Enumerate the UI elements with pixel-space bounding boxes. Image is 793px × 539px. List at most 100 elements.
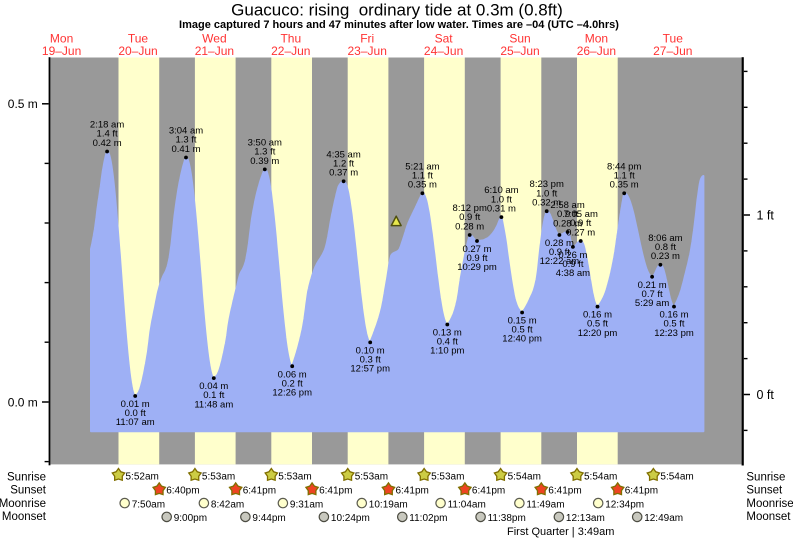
svg-text:Sunrise: Sunrise [746, 472, 785, 484]
svg-text:11:49am: 11:49am [526, 499, 564, 510]
svg-text:0.10 m: 0.10 m [356, 346, 385, 357]
svg-text:1 ft: 1 ft [757, 209, 775, 223]
svg-text:0.8 ft: 0.8 ft [655, 242, 676, 253]
svg-text:0.27 m: 0.27 m [462, 244, 491, 255]
svg-text:0.0 m: 0.0 m [8, 395, 38, 409]
svg-text:0.16 m: 0.16 m [659, 310, 688, 321]
svg-text:6:41pm: 6:41pm [625, 486, 658, 497]
svg-text:4:38 am: 4:38 am [556, 268, 590, 279]
svg-text:12:23 pm: 12:23 pm [654, 328, 694, 339]
svg-text:1.2 ft: 1.2 ft [333, 159, 354, 170]
svg-text:0.26 m: 0.26 m [558, 250, 587, 261]
svg-text:8:12 pm: 8:12 pm [453, 203, 487, 214]
svg-text:0.41 m: 0.41 m [171, 144, 200, 155]
svg-text:24–Jun: 24–Jun [424, 44, 463, 58]
svg-text:12:57 pm: 12:57 pm [350, 364, 390, 375]
svg-text:11:07 am: 11:07 am [116, 417, 155, 428]
svg-text:0.28 m: 0.28 m [553, 218, 582, 229]
svg-text:7:50am: 7:50am [132, 499, 165, 510]
svg-text:6:41pm: 6:41pm [548, 486, 581, 497]
svg-text:0.9 ft: 0.9 ft [570, 218, 591, 229]
svg-text:11:04am: 11:04am [448, 499, 486, 510]
svg-text:1.0 ft: 1.0 ft [536, 188, 557, 199]
svg-text:0.32 m: 0.32 m [532, 198, 561, 209]
svg-text:Sunset: Sunset [10, 485, 47, 497]
svg-text:0.15 m: 0.15 m [508, 316, 537, 327]
svg-text:12:22 am: 12:22 am [540, 256, 580, 267]
svg-text:5:53am: 5:53am [431, 471, 464, 482]
svg-text:0.4 ft: 0.4 ft [437, 337, 458, 348]
svg-text:5:52am: 5:52am [126, 471, 159, 482]
svg-text:8:42am: 8:42am [211, 499, 244, 510]
svg-text:1:10 pm: 1:10 pm [430, 346, 464, 357]
svg-text:0.42 m: 0.42 m [93, 138, 122, 149]
svg-text:0.3 ft: 0.3 ft [360, 355, 381, 366]
svg-text:Image captured 7 hours and 47: Image captured 7 hours and 47 minutes af… [179, 19, 619, 31]
svg-text:0.31 m: 0.31 m [487, 204, 516, 215]
svg-text:11:38pm: 11:38pm [488, 513, 526, 524]
svg-text:0.27 m: 0.27 m [566, 227, 595, 238]
svg-text:0.23 m: 0.23 m [651, 251, 680, 262]
svg-text:5:54am: 5:54am [508, 471, 541, 482]
svg-text:0.9 ft: 0.9 ft [466, 253, 487, 264]
svg-text:0 ft: 0 ft [757, 388, 775, 402]
svg-text:3:50 am: 3:50 am [248, 137, 282, 148]
svg-text:8:06 am: 8:06 am [648, 233, 682, 244]
svg-text:6:40pm: 6:40pm [166, 486, 199, 497]
svg-text:5:21 am: 5:21 am [405, 161, 439, 172]
svg-text:Sun: Sun [509, 32, 530, 46]
svg-text:6:41pm: 6:41pm [319, 486, 352, 497]
svg-text:Moonset: Moonset [746, 511, 791, 523]
svg-text:0.5 m: 0.5 m [8, 97, 38, 111]
svg-text:6:41pm: 6:41pm [243, 486, 276, 497]
svg-text:1.1 ft: 1.1 ft [412, 171, 433, 182]
svg-text:Mon: Mon [585, 32, 608, 46]
svg-text:0.5 ft: 0.5 ft [512, 325, 533, 336]
svg-text:4:35 am: 4:35 am [326, 149, 360, 160]
svg-text:0.9 ft: 0.9 ft [562, 259, 583, 270]
svg-text:Moonrise: Moonrise [746, 498, 793, 510]
svg-text:10:29 pm: 10:29 pm [457, 262, 497, 273]
svg-text:9:31am: 9:31am [290, 499, 323, 510]
svg-text:0.28 m: 0.28 m [455, 221, 484, 232]
svg-text:0.35 m: 0.35 m [408, 180, 437, 191]
svg-text:11:02pm: 11:02pm [409, 513, 447, 524]
svg-text:Moonrise: Moonrise [0, 498, 46, 510]
svg-text:25–Jun: 25–Jun [500, 44, 539, 58]
svg-text:5:53am: 5:53am [202, 471, 235, 482]
svg-text:Sat: Sat [435, 32, 454, 46]
svg-text:0.9 ft: 0.9 ft [459, 212, 480, 223]
svg-text:11:48 am: 11:48 am [194, 399, 233, 410]
svg-text:9:44pm: 9:44pm [252, 513, 285, 524]
svg-text:5:54am: 5:54am [584, 471, 617, 482]
svg-text:12:49am: 12:49am [644, 513, 683, 524]
svg-text:12:26 pm: 12:26 pm [272, 387, 312, 398]
svg-text:Fri: Fri [360, 32, 374, 46]
svg-text:1.3 ft: 1.3 ft [175, 135, 196, 146]
svg-text:10:19am: 10:19am [369, 499, 408, 510]
svg-text:23–Jun: 23–Jun [348, 44, 387, 58]
svg-text:0.37 m: 0.37 m [329, 168, 358, 179]
svg-text:0.13 m: 0.13 m [433, 328, 462, 339]
svg-text:6:41pm: 6:41pm [472, 486, 505, 497]
svg-text:5:29 am: 5:29 am [635, 298, 669, 309]
svg-text:0.9 ft: 0.9 ft [557, 209, 578, 220]
svg-text:8:23 pm: 8:23 pm [530, 179, 564, 190]
svg-text:2:58 am: 2:58 am [550, 200, 584, 211]
svg-text:1.0 ft: 1.0 ft [491, 194, 512, 205]
svg-text:Wed: Wed [202, 32, 226, 46]
svg-text:0.5 ft: 0.5 ft [663, 319, 684, 330]
svg-text:19–Jun: 19–Jun [42, 44, 81, 58]
svg-text:27–Jun: 27–Jun [653, 44, 692, 58]
svg-text:1.3 ft: 1.3 ft [254, 147, 275, 158]
svg-text:0.04 m: 0.04 m [199, 381, 228, 392]
svg-text:0.28 m: 0.28 m [545, 238, 574, 249]
svg-text:5:54am: 5:54am [660, 471, 693, 482]
svg-text:22–Jun: 22–Jun [271, 44, 310, 58]
svg-text:0.21 m: 0.21 m [638, 280, 667, 291]
svg-text:0.39 m: 0.39 m [250, 156, 279, 167]
svg-text:Thu: Thu [280, 32, 301, 46]
svg-text:10:24pm: 10:24pm [331, 513, 370, 524]
svg-text:0.16 m: 0.16 m [583, 310, 612, 321]
svg-text:2:18 am: 2:18 am [90, 120, 124, 131]
